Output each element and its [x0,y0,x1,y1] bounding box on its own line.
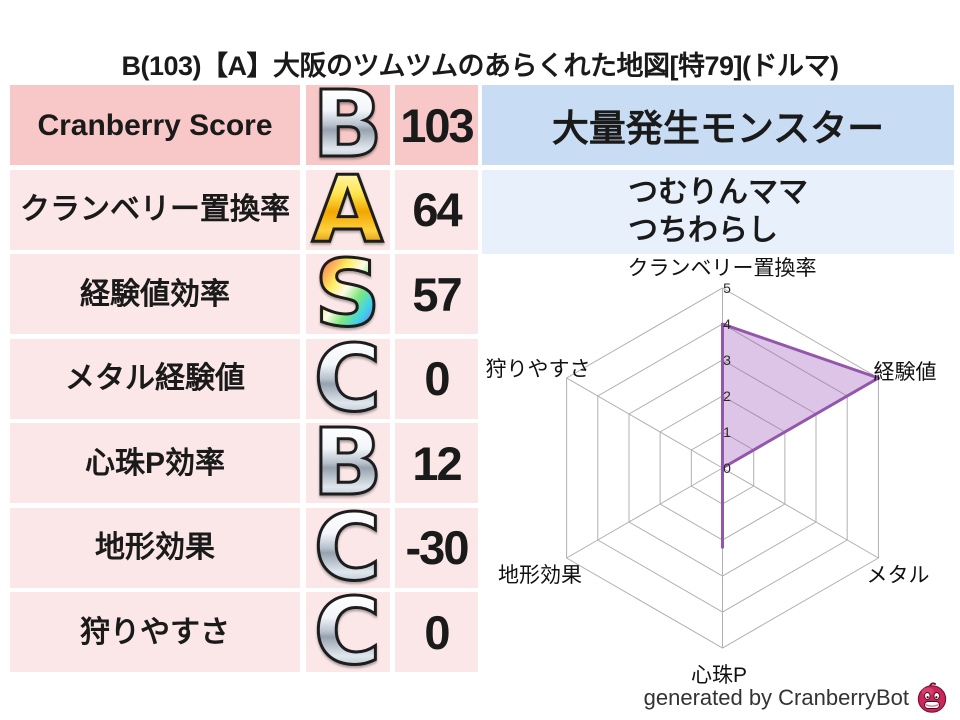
radar-tick-label: 5 [723,280,731,296]
radar-axis-label: 経験値 [873,361,937,384]
radar-axis-label: 地形効果 [498,564,582,587]
footer: generated by CranberryBot [0,680,948,716]
grade-cell: A [305,155,390,263]
grade-letter-icon: B [311,409,384,516]
radar-data-polygon [721,322,880,549]
radar-spoke [722,467,879,559]
monster-names: つむりんママ つちわらし [628,174,808,250]
score-row-value: 103 [395,85,478,165]
grade-letter-icon: S [313,240,382,347]
radar-tick-label: 2 [723,388,731,404]
score-row-label: 地形効果 [10,507,300,588]
grade-letter-icon: A [310,155,384,263]
radar-chart: 0 1 2 3 4 5 [566,280,880,649]
monster-list: つむりんママ つちわらし [482,169,954,254]
grade-cell: B [305,71,390,178]
radar-axis-label: 心珠P [690,664,748,687]
radar-spoke [566,467,723,559]
score-row-value: -30 [395,507,478,588]
monster-panel-header: 大量発生モンスター [482,85,954,165]
score-row-label: 経験値効率 [10,254,300,334]
score-row-value: 57 [395,254,478,334]
grade-letter-icon: C [312,578,383,685]
footer-caption: generated by CranberryBot [643,685,909,710]
score-row-label: Cranberry Score [10,85,300,165]
score-row-value: 0 [395,592,478,672]
score-row-label: 心珠P効率 [10,423,300,503]
grade-letter-icon: C [312,493,383,601]
radar-tick-label: 1 [723,424,731,440]
grade-cell: C [305,324,390,432]
radar-axis-label: クランベリー置換率 [627,257,817,280]
radar-spoke [566,377,723,469]
grade-cell: S [305,240,390,347]
grade-cell: C [305,578,390,685]
score-row-label: 狩りやすさ [10,592,300,672]
score-row-value: 0 [395,338,478,419]
grade-cell: B [305,409,390,516]
score-row-label: クランベリー置換率 [10,169,300,250]
grade-letter-icon: B [311,71,384,178]
radar-axis-label: メタル [866,564,930,587]
monster-name: つちわらし [628,213,778,247]
grade-letter-icon: C [312,324,383,432]
score-row-value: 64 [395,169,478,250]
score-row-value: 12 [395,423,478,503]
page-title: B(103)【A】大阪のツムツムのあらくれた地図[特79](ドルマ) [121,51,839,81]
radar-axis-label: 狩りやすさ [485,358,591,381]
monster-name: つむりんママ [628,175,808,209]
score-row-label: メタル経験値 [10,338,300,419]
radar-tick-label: 3 [723,352,731,368]
radar-tick-label: 4 [723,316,731,332]
grade-cell: C [305,493,390,601]
radar-tick-label: 0 [723,460,731,476]
score-table: Cranberry Score B 103 クランベリー置換率 A 64 経験値… [10,71,478,685]
cranberry-bot-icon [917,682,947,713]
